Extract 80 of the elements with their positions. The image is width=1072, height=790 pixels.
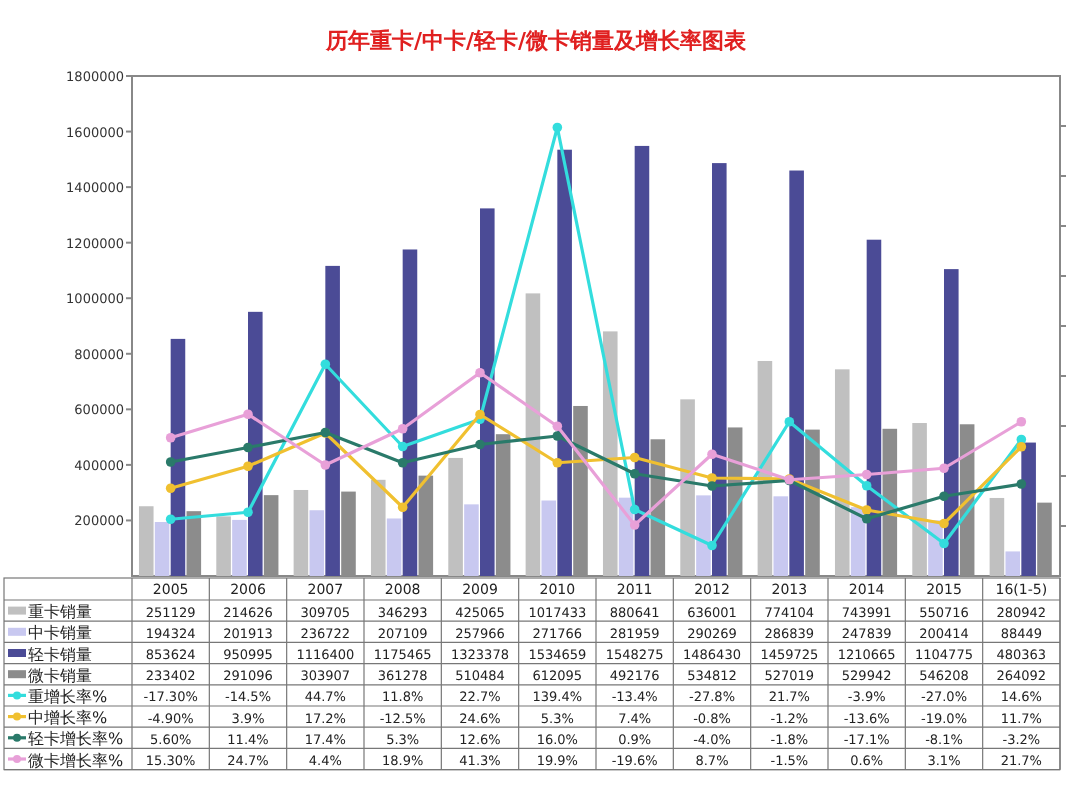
- point: [707, 449, 717, 460]
- point: [861, 469, 872, 480]
- bar: [712, 163, 727, 576]
- point: [320, 460, 331, 470]
- point: [165, 432, 176, 443]
- bar: [634, 145, 650, 576]
- bar: [680, 399, 695, 576]
- bar: [480, 208, 495, 576]
- legend-label: 微卡增长率%: [28, 751, 124, 770]
- bar: [309, 510, 325, 576]
- point: [397, 441, 408, 452]
- bar: [138, 506, 154, 576]
- point: [939, 463, 949, 474]
- bar: [248, 311, 263, 576]
- bar: [370, 479, 386, 576]
- bar: [789, 170, 804, 576]
- point: [552, 431, 563, 441]
- bar: [944, 269, 959, 576]
- point: [243, 461, 253, 472]
- point: [1016, 441, 1027, 452]
- point: [475, 439, 485, 450]
- bar: [448, 457, 463, 576]
- point: [243, 442, 253, 453]
- point: [165, 514, 176, 525]
- point: [397, 423, 408, 434]
- bar: [325, 265, 340, 576]
- point: [552, 457, 563, 468]
- point: [939, 518, 949, 529]
- point: [397, 457, 408, 468]
- bar: [696, 495, 711, 576]
- bar: [386, 518, 402, 576]
- bar: [464, 504, 479, 576]
- point: [784, 416, 795, 427]
- point: [243, 507, 253, 518]
- bar: [402, 249, 418, 576]
- point: [707, 540, 717, 551]
- point: [629, 520, 640, 530]
- bar: [773, 496, 789, 576]
- bar: [1005, 551, 1021, 576]
- point: [1016, 479, 1027, 489]
- bar: [557, 149, 572, 576]
- legend-label: 中增长率%: [28, 709, 108, 728]
- bar: [525, 293, 541, 576]
- legend-label: 重卡销量: [28, 603, 92, 622]
- point: [939, 538, 949, 549]
- bar: [1021, 442, 1036, 576]
- legend-label: 微卡销量: [28, 666, 92, 685]
- bar: [989, 497, 1005, 576]
- point: [320, 359, 331, 370]
- point: [165, 483, 176, 494]
- chart-title: 历年重卡/中卡/轻卡/微卡销量及增长率图表: [323, 28, 749, 54]
- point: [707, 481, 717, 491]
- point: [861, 480, 872, 491]
- point: [629, 504, 640, 515]
- point: [475, 409, 485, 420]
- point: [629, 452, 640, 463]
- point: [165, 457, 176, 467]
- bar: [232, 519, 247, 576]
- point: [397, 502, 408, 513]
- point: [243, 409, 253, 420]
- bar: [154, 522, 170, 576]
- legend-label: 中卡销量: [28, 624, 92, 643]
- point: [552, 122, 563, 133]
- legend-label: 轻卡增长率%: [28, 730, 124, 749]
- bar: [216, 516, 231, 576]
- legend-label: 轻卡销量: [28, 645, 92, 664]
- bar: [912, 423, 927, 576]
- point: [475, 367, 485, 378]
- legend-label: 重增长率%: [28, 688, 108, 706]
- point: [939, 491, 949, 502]
- bar: [866, 239, 882, 576]
- point: [861, 513, 872, 524]
- bar: [541, 500, 557, 576]
- bar: [834, 369, 850, 576]
- point: [552, 421, 563, 432]
- point: [861, 505, 872, 515]
- bar: [602, 331, 618, 576]
- bar: [293, 489, 309, 576]
- point: [1016, 416, 1027, 427]
- point: [629, 468, 640, 479]
